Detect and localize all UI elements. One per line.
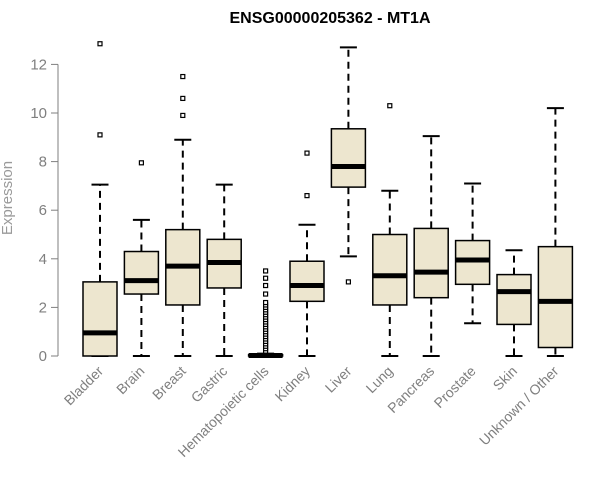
box-pancreas: [413, 135, 449, 357]
y-tick-label-2: 2: [39, 299, 47, 316]
outlier-point: [387, 103, 393, 109]
y-tick-label-12: 12: [30, 56, 47, 73]
y-tick-label-4: 4: [39, 251, 47, 268]
box-kidney: [289, 150, 325, 357]
outlier-point: [345, 279, 351, 285]
outlier-point: [304, 193, 310, 199]
x-tick-label-kidney: Kidney: [272, 363, 314, 405]
box-prostate: [454, 182, 491, 325]
outlier-point: [263, 268, 269, 274]
x-tick-label-breast: Breast: [149, 363, 189, 403]
box-body: [537, 245, 574, 349]
outlier-point: [180, 73, 186, 80]
outlier-point: [97, 132, 103, 138]
box-liver: [330, 46, 367, 285]
box-bladder: [82, 41, 118, 357]
y-tick-label-10: 10: [30, 105, 47, 122]
box-lung: [372, 103, 408, 357]
box-body: [82, 281, 118, 357]
y-tick-label-0: 0: [39, 348, 47, 365]
box-body: [123, 250, 160, 295]
outlier-point: [263, 291, 269, 297]
x-tick-label-bladder: Bladder: [61, 363, 107, 409]
outlier-point: [304, 150, 310, 156]
outlier-point: [180, 95, 186, 102]
x-tick-label-brain: Brain: [113, 363, 147, 397]
box-body: [496, 273, 532, 326]
y-axis-label: Expression: [0, 161, 16, 235]
outlier-point: [263, 275, 269, 281]
y-tick-label-6: 6: [39, 202, 47, 219]
outlier-point: [97, 41, 103, 47]
box-hematopoietic-cells: [247, 268, 284, 359]
chart-title: ENSG00000205362 - MT1A: [230, 10, 431, 27]
box-body: [289, 260, 325, 303]
box-body: [413, 227, 449, 299]
box-series: [82, 41, 574, 359]
y-tick-label-8: 8: [39, 154, 47, 171]
x-tick-label-prostate: Prostate: [431, 363, 479, 411]
outlier-point: [263, 299, 269, 306]
outlier-point: [138, 160, 144, 166]
x-tick-label-lung: Lung: [363, 363, 396, 396]
box-body: [372, 233, 408, 306]
box-unknown-other: [537, 107, 574, 357]
x-tick-label-skin: Skin: [490, 363, 521, 394]
box-brain: [123, 160, 160, 357]
box-body: [330, 128, 367, 188]
box-skin: [496, 249, 532, 357]
outlier-point: [180, 112, 186, 119]
outlier-point: [263, 282, 269, 289]
x-tick-label-liver: Liver: [322, 363, 355, 396]
x-tick-label-unknown-other: Unknown / Other: [476, 363, 562, 449]
y-axis: 0 2 4 6 8 10 12: [30, 56, 59, 365]
box-gastric: [206, 183, 242, 357]
box-breast: [165, 73, 201, 357]
